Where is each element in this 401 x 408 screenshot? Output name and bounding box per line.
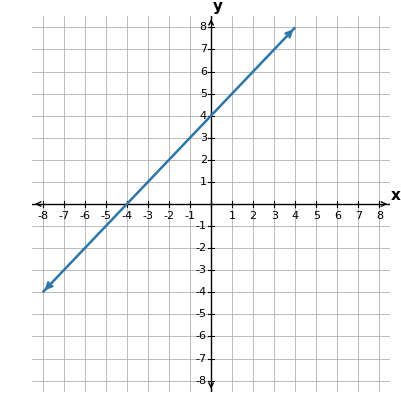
Text: 3: 3 bbox=[199, 133, 207, 143]
Text: -2: -2 bbox=[163, 211, 174, 221]
Text: 2: 2 bbox=[199, 155, 207, 165]
Text: x: x bbox=[390, 188, 400, 203]
Text: -1: -1 bbox=[184, 211, 195, 221]
Text: 5: 5 bbox=[312, 211, 319, 221]
Text: -1: -1 bbox=[195, 221, 207, 231]
Text: 1: 1 bbox=[199, 177, 207, 187]
Text: 4: 4 bbox=[199, 111, 207, 121]
Text: -7: -7 bbox=[195, 354, 207, 364]
Text: 1: 1 bbox=[228, 211, 235, 221]
Text: 5: 5 bbox=[199, 89, 207, 99]
Text: -3: -3 bbox=[195, 265, 207, 275]
Text: 6: 6 bbox=[333, 211, 340, 221]
Text: y: y bbox=[212, 0, 222, 14]
Text: 3: 3 bbox=[270, 211, 277, 221]
Text: -4: -4 bbox=[121, 211, 132, 221]
Text: 7: 7 bbox=[199, 44, 207, 54]
Text: -3: -3 bbox=[142, 211, 153, 221]
Text: -7: -7 bbox=[58, 211, 69, 221]
Text: -5: -5 bbox=[100, 211, 111, 221]
Text: -4: -4 bbox=[195, 287, 207, 297]
Text: -6: -6 bbox=[195, 331, 207, 341]
Text: -2: -2 bbox=[195, 243, 207, 253]
Text: 8: 8 bbox=[199, 22, 207, 32]
Text: -8: -8 bbox=[37, 211, 48, 221]
Text: 8: 8 bbox=[375, 211, 382, 221]
Text: -6: -6 bbox=[79, 211, 90, 221]
Text: -8: -8 bbox=[195, 376, 207, 386]
Text: 4: 4 bbox=[291, 211, 298, 221]
Text: 7: 7 bbox=[354, 211, 361, 221]
Text: 2: 2 bbox=[249, 211, 256, 221]
Text: -5: -5 bbox=[195, 309, 207, 319]
Text: 6: 6 bbox=[199, 67, 207, 77]
